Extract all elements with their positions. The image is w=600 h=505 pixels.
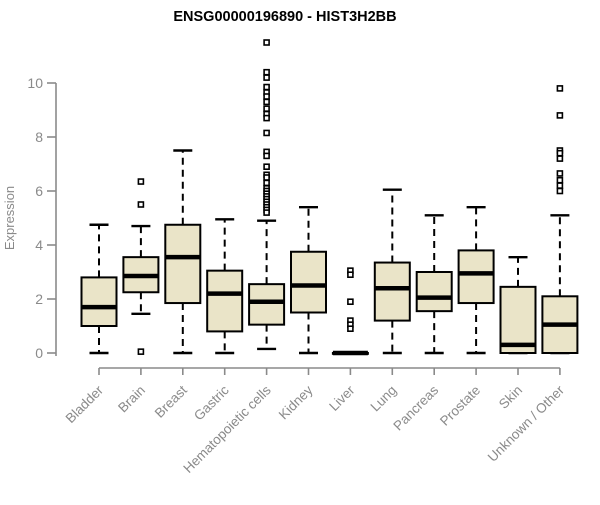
- outlier-point-hematopoietic-cells: [263, 209, 270, 216]
- outlier-point-hematopoietic-cells: [263, 74, 270, 81]
- box-bladder: [80, 276, 118, 327]
- box-breast: [164, 223, 202, 305]
- outlier-point-hematopoietic-cells: [263, 83, 270, 91]
- x-category-label: Bladder: [63, 382, 107, 426]
- box-lung: [373, 261, 411, 322]
- x-category-label: Brain: [115, 383, 148, 416]
- outlier-point-hematopoietic-cells: [263, 68, 270, 76]
- outlier-point-hematopoietic-cells: [263, 152, 270, 160]
- outlier-point-unknown-other: [556, 149, 564, 157]
- y-tick-label: 0: [35, 345, 43, 361]
- y-axis-title: Expression: [2, 186, 17, 250]
- outlier-point-hematopoietic-cells: [263, 39, 270, 46]
- outlier-point-unknown-other: [556, 182, 564, 189]
- outlier-point-unknown-other: [556, 170, 564, 177]
- outlier-point-unknown-other: [556, 155, 564, 162]
- x-category-label: Gastric: [191, 382, 232, 423]
- outlier-point-hematopoietic-cells: [263, 93, 270, 100]
- x-category-label: Lung: [368, 383, 400, 415]
- outlier-point-unknown-other: [556, 187, 564, 195]
- outlier-point-liver: [347, 325, 354, 333]
- y-tick-label: 4: [35, 237, 43, 253]
- outlier-point-brain: [137, 348, 145, 355]
- box-kidney: [290, 250, 327, 314]
- y-tick-label: 10: [27, 75, 43, 91]
- outlier-point-liver: [347, 271, 354, 279]
- outlier-point-unknown-other: [556, 112, 564, 119]
- box-gastric: [206, 269, 244, 333]
- outlier-point-unknown-other: [556, 176, 564, 184]
- x-category-label: Prostate: [437, 383, 483, 429]
- y-tick-label: 6: [35, 183, 43, 199]
- x-category-label: Breast: [152, 382, 190, 420]
- x-category-label: Pancreas: [390, 382, 441, 433]
- x-category-label: Kidney: [276, 382, 316, 422]
- outlier-point-liver: [347, 298, 354, 306]
- outlier-point-hematopoietic-cells: [263, 174, 270, 181]
- y-tick-label: 8: [35, 129, 43, 145]
- x-category-label: Unknown / Other: [485, 382, 568, 465]
- outlier-point-hematopoietic-cells: [263, 105, 270, 112]
- outlier-point-hematopoietic-cells: [263, 98, 270, 106]
- x-category-label: Liver: [326, 382, 358, 414]
- outlier-point-brain: [137, 201, 145, 208]
- box-prostate: [457, 249, 495, 305]
- outlier-point-hematopoietic-cells: [263, 163, 270, 170]
- outlier-point-unknown-other: [556, 85, 564, 92]
- chart-title: ENSG00000196890 - HIST3H2BB: [173, 9, 396, 25]
- outlier-point-hematopoietic-cells: [263, 179, 270, 187]
- outlier-point-hematopoietic-cells: [263, 129, 270, 137]
- outlier-point-hematopoietic-cells: [263, 114, 270, 122]
- x-category-label: Skin: [496, 383, 525, 412]
- box-hematopoietic-cells: [248, 283, 286, 326]
- y-tick-label: 2: [35, 291, 43, 307]
- box-pancreas: [415, 271, 453, 313]
- outlier-point-brain: [137, 178, 145, 185]
- box-skin: [499, 285, 537, 355]
